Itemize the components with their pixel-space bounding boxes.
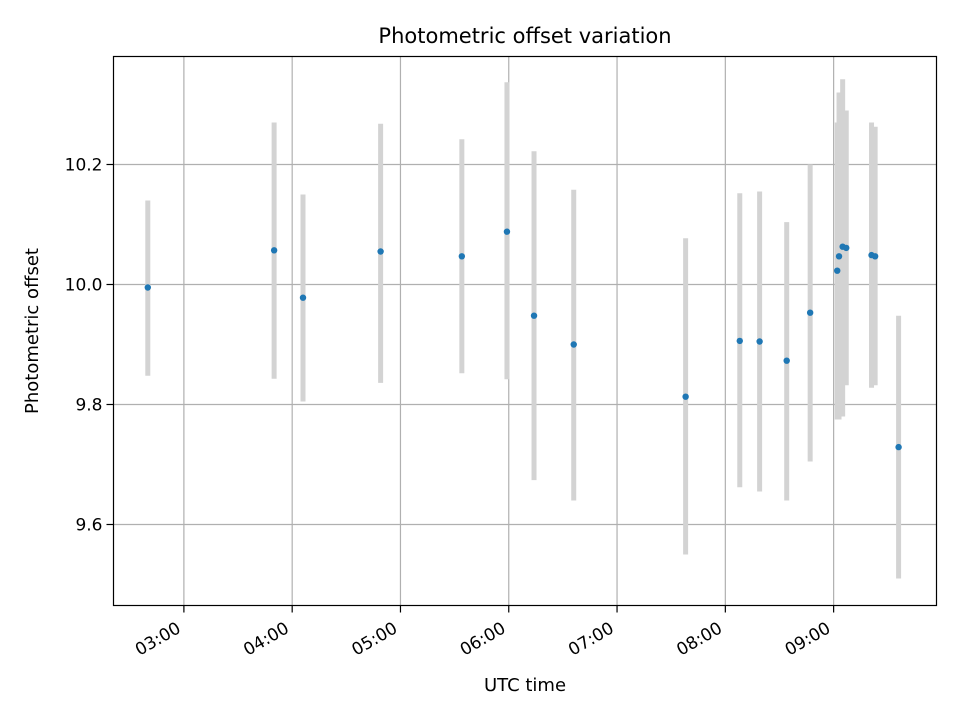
x-tick-label: 03:00 bbox=[132, 619, 184, 661]
data-point bbox=[806, 309, 814, 316]
y-axis-ticks: 9.6 9.8 10.0 10.2 bbox=[65, 156, 114, 536]
x-axis-label: UTC time bbox=[484, 675, 566, 696]
x-tick-label: 07:00 bbox=[565, 619, 617, 661]
y-tick-label: 10.0 bbox=[65, 276, 103, 296]
data-point bbox=[458, 253, 466, 260]
data-point bbox=[736, 337, 743, 345]
data-point bbox=[503, 228, 511, 235]
x-tick-label: 04:00 bbox=[240, 619, 292, 661]
data-point bbox=[377, 248, 384, 255]
y-tick-label: 10.2 bbox=[65, 156, 103, 176]
data-point bbox=[144, 284, 151, 291]
data-point bbox=[835, 253, 843, 260]
data-point bbox=[783, 357, 790, 364]
grid-lines bbox=[113, 56, 937, 606]
plot-area-frame bbox=[112, 55, 938, 607]
data-point bbox=[756, 338, 763, 345]
data-points bbox=[144, 228, 902, 451]
x-tick-label: 08:00 bbox=[673, 619, 725, 661]
data-point bbox=[299, 294, 307, 301]
data-point bbox=[570, 341, 577, 348]
data-point bbox=[682, 393, 689, 400]
data-point bbox=[834, 267, 841, 274]
x-axis-ticks: 03:00 04:00 05:00 06:00 07:00 08:00 09:00 bbox=[132, 605, 835, 661]
x-tick-label: 05:00 bbox=[349, 619, 401, 661]
error-bars bbox=[145, 79, 902, 579]
y-axis-label: Photometric offset bbox=[22, 248, 43, 414]
data-point bbox=[270, 247, 278, 254]
y-tick-label: 9.6 bbox=[75, 516, 102, 536]
data-point bbox=[895, 443, 902, 451]
x-tick-label: 09:00 bbox=[782, 619, 834, 661]
data-point bbox=[871, 253, 879, 260]
y-tick-label: 9.8 bbox=[75, 396, 102, 416]
data-point bbox=[843, 244, 850, 252]
chart-title: Photometric offset variation bbox=[378, 24, 671, 48]
x-tick-label: 06:00 bbox=[457, 619, 509, 661]
data-point bbox=[530, 312, 538, 319]
